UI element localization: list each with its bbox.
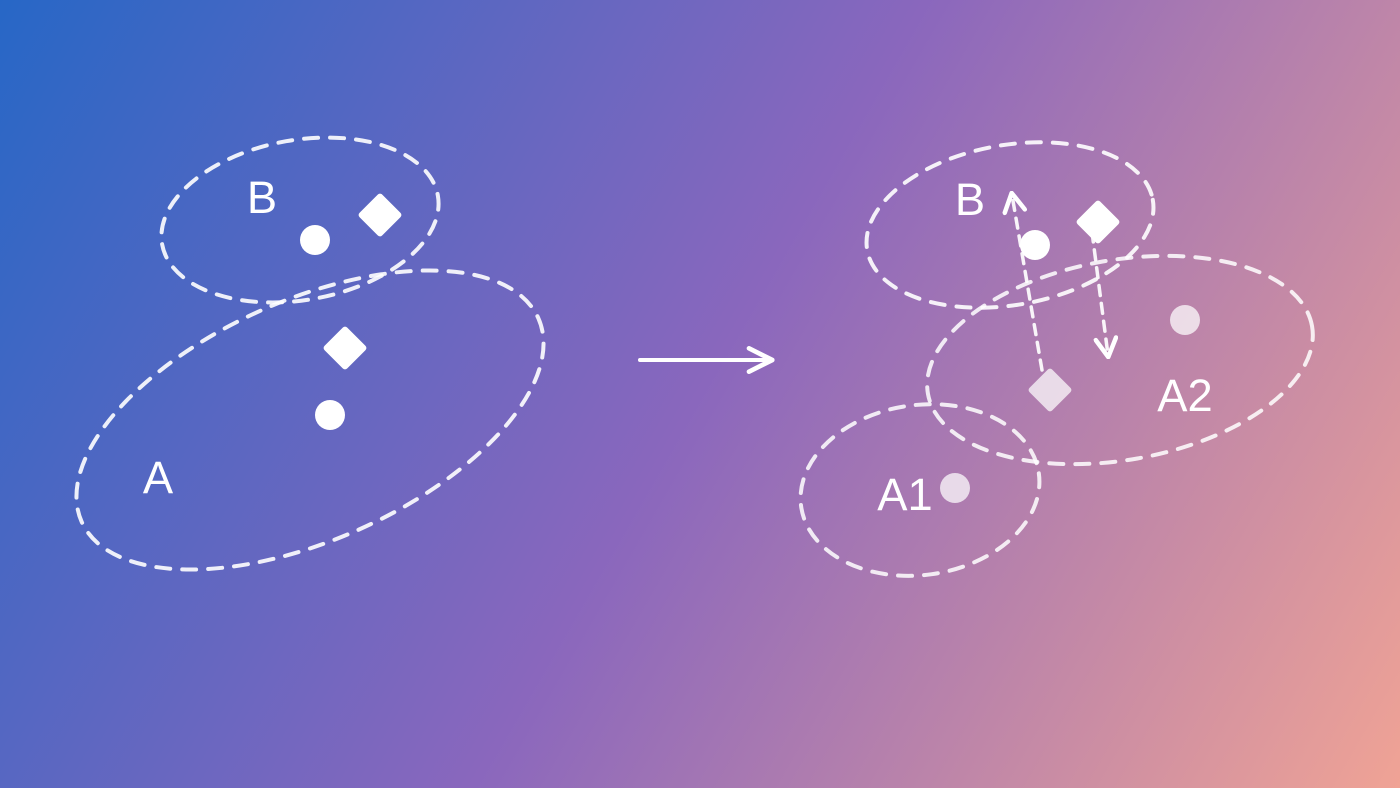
set-label-B: B [247, 172, 277, 224]
marker-circle [1020, 230, 1050, 260]
dashed-arrow-down [1092, 232, 1108, 355]
set-label-A1: A1 [877, 469, 932, 521]
set-label-A: A [143, 452, 173, 504]
set-label-A2: A2 [1157, 370, 1212, 422]
marker-diamond [357, 192, 402, 237]
marker-circle [940, 473, 970, 503]
set-ellipse-B [853, 121, 1166, 329]
marker-circle [300, 225, 330, 255]
set-ellipse-A2 [911, 228, 1330, 493]
marker-diamond [322, 325, 367, 370]
set-label-B: B [955, 174, 985, 226]
diagram-canvas: A B B A2 A1 [0, 0, 1400, 788]
dashed-arrow-up [1012, 195, 1042, 370]
set-ellipse-B [148, 117, 452, 323]
marker-circle [1170, 305, 1200, 335]
marker-diamond [1075, 199, 1120, 244]
marker-circle [315, 400, 345, 430]
marker-diamond [1027, 367, 1072, 412]
set-ellipse-A [33, 209, 587, 632]
